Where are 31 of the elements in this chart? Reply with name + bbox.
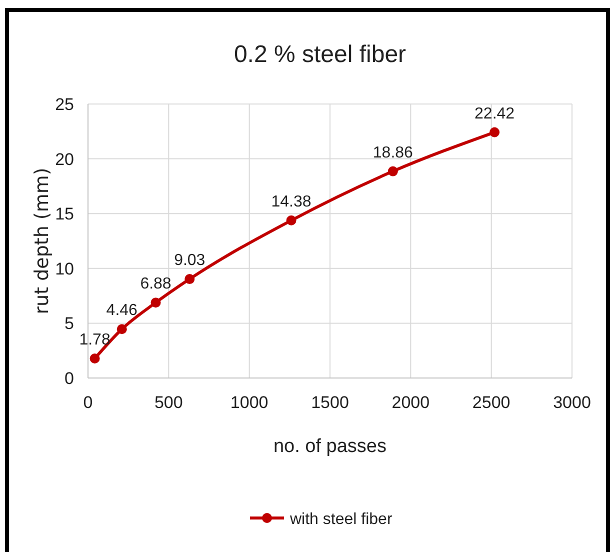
y-tick-label: 20 — [55, 150, 74, 169]
data-label: 18.86 — [372, 144, 414, 162]
x-tick-label: 3000 — [553, 393, 591, 412]
y-tick-label: 10 — [55, 259, 74, 278]
data-label: 14.38 — [271, 193, 312, 210]
point — [490, 127, 500, 138]
data-label: 6.88 — [140, 276, 172, 293]
point — [388, 166, 398, 176]
chart-title: 0.2 % steel fiber — [234, 41, 406, 68]
point — [286, 215, 296, 226]
x-tick-label: 2500 — [472, 393, 510, 412]
y-tick-label: 15 — [55, 204, 74, 224]
x-axis-title: no. of passes — [273, 436, 387, 457]
data-label: 1.78 — [79, 331, 110, 348]
data-label: 9.03 — [174, 252, 206, 270]
point — [150, 298, 161, 308]
legend-label: with steel fiber — [289, 511, 393, 528]
y-tick-label: 5 — [64, 314, 74, 334]
y-tick-label: 0 — [64, 369, 74, 388]
y-tick-label: 25 — [55, 95, 74, 114]
data-label: 4.46 — [106, 302, 138, 320]
point — [116, 324, 127, 334]
x-tick-label: 500 — [154, 393, 183, 412]
point — [184, 274, 195, 284]
x-tick-label: 1500 — [311, 393, 349, 412]
point — [90, 353, 100, 364]
x-tick-label: 1000 — [230, 393, 268, 412]
data-label: 22.42 — [474, 105, 515, 122]
x-tick-label: 2000 — [392, 393, 430, 412]
x-tick-label: 0 — [83, 393, 93, 412]
y-axis-title: rut depth (mm) — [31, 168, 53, 314]
